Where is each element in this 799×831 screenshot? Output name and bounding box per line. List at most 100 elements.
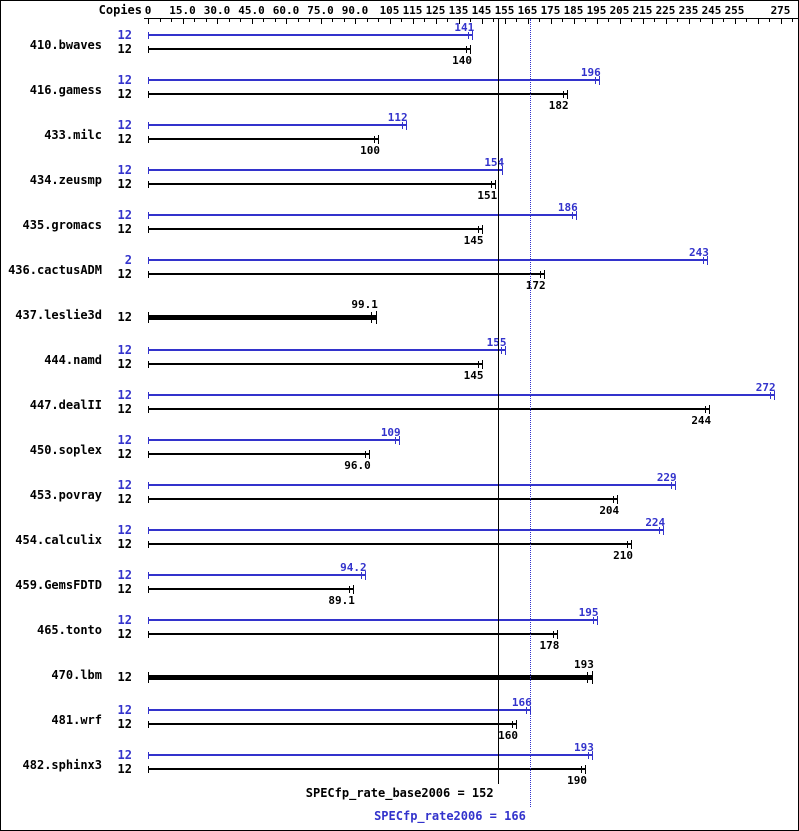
axis-tick-label: 90.0: [341, 4, 369, 17]
axis-minor-tick: [677, 18, 678, 22]
benchmark-name: 444.namd: [44, 353, 102, 367]
benchmark-name: 459.GemsFDTD: [15, 578, 102, 592]
bar-inner-tick: [592, 617, 594, 624]
benchmark-row: 453.povray 12 229 12 204: [1, 471, 798, 520]
copies-value-peak: 12: [117, 433, 132, 447]
axis-minor-tick: [309, 18, 310, 22]
bar-start-cap: [148, 482, 149, 489]
axis-minor-tick: [769, 18, 770, 22]
axis-tick-label: 175: [540, 4, 561, 17]
axis-major-tick: [780, 18, 782, 24]
copies-value-base: 12: [117, 717, 132, 731]
axis-tick-label: 165: [517, 4, 538, 17]
copies-value-base: 12: [117, 310, 132, 324]
bar-inner-tick: [581, 766, 582, 773]
axis-tick-label: 225: [655, 4, 676, 17]
peak-value-label: 94.2: [340, 561, 367, 574]
base-bar: [148, 453, 369, 455]
axis-minor-tick: [332, 18, 333, 22]
axis-major-tick: [389, 18, 391, 24]
base-value-label: 96.0: [344, 459, 371, 472]
base-value-label: 160: [498, 729, 518, 742]
bar-end-cap: [575, 211, 577, 220]
copies-value-base: 12: [117, 357, 132, 371]
bar-inner-tick: [348, 586, 350, 593]
bar-inner-tick: [466, 46, 467, 53]
axis-tick-label: 75.0: [307, 4, 334, 17]
axis-minor-tick: [159, 18, 161, 22]
peak-bar: [148, 349, 505, 351]
axis-tick-label: 215: [632, 4, 653, 17]
benchmark-row: 416.gamess 12 196 12 182: [1, 66, 798, 115]
axis-minor-tick: [194, 18, 195, 22]
bar-start-cap: [148, 226, 149, 233]
bar-start-cap: [148, 406, 149, 413]
base-value-label: 145: [463, 234, 484, 247]
copies-value-peak: 12: [117, 748, 132, 762]
axis-minor-tick: [631, 18, 632, 22]
axis-tick-label: 145: [471, 4, 492, 17]
base-value-label: 172: [525, 279, 546, 292]
base-bar: [148, 588, 353, 590]
bar-end-cap: [674, 481, 676, 490]
copies-column-header: Copies: [98, 3, 142, 17]
axis-major-tick: [217, 18, 218, 24]
axis-tick-label: 205: [609, 4, 630, 17]
bar-inner-tick: [553, 631, 555, 638]
bar-end-cap: [481, 360, 483, 369]
axis-tick-label: 195: [586, 4, 607, 17]
bar-end-cap: [504, 346, 506, 355]
copies-value-base: 12: [117, 87, 132, 101]
axis-minor-tick: [228, 18, 230, 22]
benchmark-row: 434.zeusmp 12 154 12 151: [1, 156, 798, 205]
benchmark-name: 416.gamess: [29, 83, 102, 97]
bar-end-cap: [709, 405, 711, 414]
bar-start-cap: [148, 32, 149, 39]
base-bar: [148, 228, 482, 230]
axis-major-tick: [711, 18, 713, 24]
base-bar: [148, 408, 710, 410]
peak-bar: [148, 574, 365, 576]
benchmark-row: 436.cactusADM 2 243 12 172: [1, 246, 798, 295]
axis-major-tick: [527, 18, 529, 24]
benchmark-name: 454.calculix: [15, 533, 102, 547]
bar-end-cap: [378, 135, 379, 144]
benchmark-row: 433.milc 12 112 12 100: [1, 111, 798, 160]
axis-minor-tick: [263, 18, 264, 22]
base-value-label: 145: [463, 369, 484, 382]
base-value-label: 204: [599, 504, 620, 517]
bar-end-cap: [405, 121, 407, 130]
benchmark-row: 410.bwaves 12 141 12 140: [1, 21, 798, 70]
bar-end-cap: [472, 31, 474, 40]
single-bar: [148, 315, 376, 320]
axis-minor-tick: [424, 18, 425, 22]
axis-major-tick: [757, 18, 759, 24]
bar-start-cap: [148, 672, 149, 683]
axis-major-tick: [550, 18, 552, 24]
copies-value-peak: 12: [117, 28, 132, 42]
peak-value-label: 272: [755, 381, 776, 394]
benchmark-name: 470.lbm: [51, 668, 102, 682]
axis-major-tick: [481, 18, 483, 24]
copies-value-peak: 12: [117, 478, 132, 492]
bar-start-cap: [148, 257, 149, 264]
base-bar: [148, 768, 585, 770]
bar-start-cap: [148, 527, 149, 534]
base-value-label: 178: [539, 639, 560, 652]
axis-minor-tick: [792, 18, 793, 22]
bar-start-cap: [148, 496, 149, 503]
peak-value-label: 196: [580, 66, 601, 79]
bar-inner-tick: [594, 77, 596, 84]
axis-tick-label: 30.0: [203, 4, 231, 17]
peak-bar: [148, 619, 597, 621]
axis-major-tick: [435, 18, 437, 24]
axis-minor-tick: [343, 18, 345, 22]
bar-end-cap: [598, 76, 600, 85]
bar-start-cap: [148, 572, 149, 579]
axis-minor-tick: [171, 18, 172, 22]
peak-value-label: 155: [486, 336, 507, 349]
copies-value-base: 12: [117, 670, 132, 684]
bar-inner-tick: [705, 406, 707, 413]
axis-minor-tick: [470, 18, 471, 22]
bar-end-cap: [617, 495, 619, 504]
